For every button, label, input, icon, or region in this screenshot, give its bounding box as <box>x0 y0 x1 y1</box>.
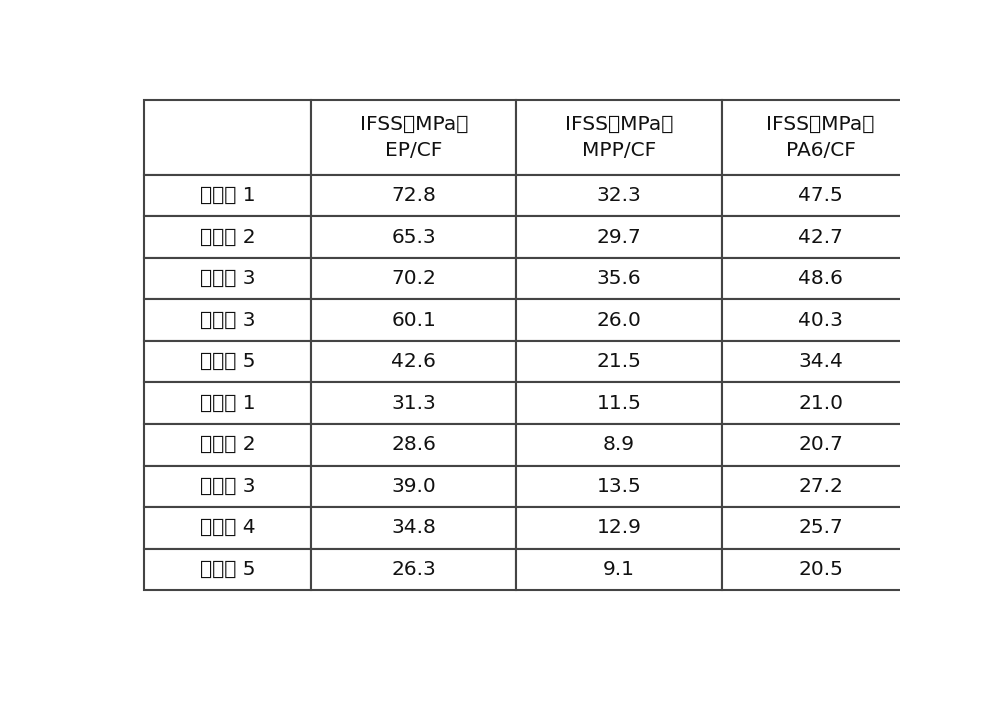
Bar <box>516 100 722 175</box>
Bar <box>311 507 516 549</box>
Text: 42.6: 42.6 <box>391 352 436 371</box>
Text: 29.7: 29.7 <box>597 228 641 247</box>
Text: 21.5: 21.5 <box>597 352 642 371</box>
Bar <box>516 424 722 465</box>
Bar <box>516 383 722 424</box>
Bar <box>722 299 919 341</box>
Bar <box>311 258 516 299</box>
Bar <box>144 424 311 465</box>
Bar <box>722 216 919 258</box>
Bar <box>516 175 722 216</box>
Bar <box>311 383 516 424</box>
Text: 实施例 5: 实施例 5 <box>200 352 255 371</box>
Text: 40.3: 40.3 <box>798 311 843 330</box>
Text: 34.8: 34.8 <box>391 518 436 537</box>
Bar <box>722 507 919 549</box>
Text: 13.5: 13.5 <box>597 477 641 496</box>
Bar <box>144 100 311 175</box>
Bar <box>144 258 311 299</box>
Text: 35.6: 35.6 <box>597 269 641 288</box>
Text: 39.0: 39.0 <box>391 477 436 496</box>
Text: 26.0: 26.0 <box>597 311 642 330</box>
Bar <box>311 216 516 258</box>
Bar <box>722 258 919 299</box>
Text: 实施例 2: 实施例 2 <box>200 228 256 247</box>
Bar <box>144 216 311 258</box>
Bar <box>722 341 919 383</box>
Text: 25.7: 25.7 <box>798 518 843 537</box>
Bar <box>144 383 311 424</box>
Text: 实施例 3: 实施例 3 <box>200 269 255 288</box>
Bar <box>722 175 919 216</box>
Text: 26.3: 26.3 <box>391 560 436 579</box>
Bar <box>144 549 311 590</box>
Text: 实施例 3: 实施例 3 <box>200 311 255 330</box>
Bar <box>722 383 919 424</box>
Bar <box>311 465 516 507</box>
Bar <box>722 424 919 465</box>
Text: 47.5: 47.5 <box>798 186 843 205</box>
Text: 60.1: 60.1 <box>391 311 436 330</box>
Bar <box>311 549 516 590</box>
Bar <box>311 424 516 465</box>
Text: 34.4: 34.4 <box>798 352 843 371</box>
Bar <box>144 175 311 216</box>
Text: 对比例 1: 对比例 1 <box>200 394 256 413</box>
Text: 72.8: 72.8 <box>391 186 436 205</box>
Text: 12.9: 12.9 <box>597 518 642 537</box>
Bar <box>144 507 311 549</box>
Text: 20.5: 20.5 <box>798 560 843 579</box>
Text: 实施例 1: 实施例 1 <box>200 186 256 205</box>
Bar <box>516 549 722 590</box>
Text: IFSS（MPa）
MPP/CF: IFSS（MPa） MPP/CF <box>565 115 673 160</box>
Text: 31.3: 31.3 <box>391 394 436 413</box>
Bar <box>722 549 919 590</box>
Text: 9.1: 9.1 <box>603 560 635 579</box>
Text: 对比例 2: 对比例 2 <box>200 435 256 454</box>
Text: 32.3: 32.3 <box>597 186 641 205</box>
Bar <box>516 465 722 507</box>
Bar <box>722 465 919 507</box>
Bar <box>722 100 919 175</box>
Bar <box>516 258 722 299</box>
Text: 21.0: 21.0 <box>798 394 843 413</box>
Text: IFSS（MPa）
EP/CF: IFSS（MPa） EP/CF <box>360 115 468 160</box>
Text: 42.7: 42.7 <box>798 228 843 247</box>
Text: 11.5: 11.5 <box>597 394 642 413</box>
Bar <box>516 341 722 383</box>
Text: IFSS（MPa）
PA6/CF: IFSS（MPa） PA6/CF <box>766 115 875 160</box>
Text: 对比例 4: 对比例 4 <box>200 518 256 537</box>
Bar <box>144 299 311 341</box>
Text: 对比例 3: 对比例 3 <box>200 477 255 496</box>
Bar <box>516 299 722 341</box>
Text: 27.2: 27.2 <box>798 477 843 496</box>
Bar <box>311 100 516 175</box>
Bar <box>516 216 722 258</box>
Bar <box>311 299 516 341</box>
Text: 70.2: 70.2 <box>391 269 436 288</box>
Text: 对比例 5: 对比例 5 <box>200 560 255 579</box>
Bar <box>144 341 311 383</box>
Text: 48.6: 48.6 <box>798 269 843 288</box>
Text: 65.3: 65.3 <box>391 228 436 247</box>
Bar <box>311 175 516 216</box>
Bar <box>516 507 722 549</box>
Text: 28.6: 28.6 <box>391 435 436 454</box>
Text: 8.9: 8.9 <box>603 435 635 454</box>
Text: 20.7: 20.7 <box>798 435 843 454</box>
Bar <box>144 465 311 507</box>
Bar <box>311 341 516 383</box>
